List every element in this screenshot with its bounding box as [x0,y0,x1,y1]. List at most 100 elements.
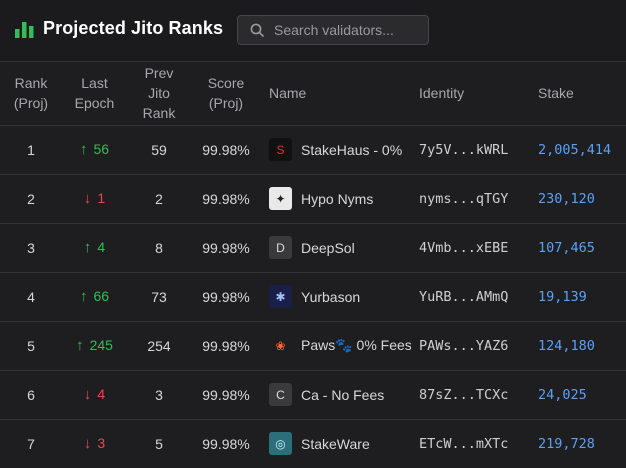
rank-cell: 4 [0,272,62,322]
prev-rank-cell: 2 [127,174,191,224]
arrow-up-icon: ↑ [79,141,88,158]
name-cell[interactable]: S StakeHaus - 0% [261,125,411,175]
stake-cell: 24,025 [531,370,626,420]
header-line: Prev [144,65,174,82]
arrow-down-icon: ↓ [83,435,92,452]
prev-rank-cell: 59 [127,125,191,175]
rank-change-value: 4 [97,239,106,255]
score-cell: 99.98% [191,321,261,371]
column-header-identity[interactable]: Identity [411,62,531,126]
search-icon [250,23,264,37]
header-line: Epoch [74,95,115,112]
validator-name: Yurbason [301,288,361,305]
bar-chart-icon [15,22,34,38]
score-cell: 99.98% [191,419,261,468]
prev-rank-cell: 8 [127,223,191,273]
header-line: Score [207,75,245,92]
identity-cell[interactable]: PAWs...YAZ6 [411,321,531,371]
last-epoch-cell: ↓ 1 [62,174,127,224]
stake-cell: 124,180 [531,321,626,371]
table-row[interactable]: 5 ↑ 245 254 99.98% ❀ Paws🐾 0% Fees PAWs...YAZ6 1… [0,321,626,371]
table-row[interactable]: 3 ↑ 4 8 99.98% D DeepSol 4Vmb...xEBE 107,465 [0,223,626,273]
score-cell: 99.98% [191,125,261,175]
rank-cell: 2 [0,174,62,224]
arrow-down-icon: ↓ [83,386,92,403]
name-cell[interactable]: ✦ Hypo Nyms [261,174,411,224]
rank-change-value: 245 [89,337,113,353]
stake-cell: 19,139 [531,272,626,322]
rank-cell: 1 [0,125,62,175]
page-title: Projected Jito Ranks [43,18,224,38]
table-row[interactable]: 2 ↓ 1 2 99.98% ✦ Hypo Nyms nyms...qTGY 230,120 [0,174,626,224]
stake-cell: 2,005,414 [531,125,626,175]
validator-name: StakeHaus - 0% [301,141,403,158]
last-epoch-cell: ↑ 4 [62,223,127,273]
column-header-stake[interactable]: Stake [531,62,626,126]
search-input[interactable] [274,20,422,40]
last-epoch-cell: ↑ 245 [62,321,127,371]
arrow-up-icon: ↑ [76,337,84,354]
header-line: (Proj) [208,95,244,112]
validator-avatar-icon: ❀ [269,334,292,357]
table-row[interactable]: 4 ↑ 66 73 99.98% ✱ Yurbason YuRB...AMmQ 19,139 [0,272,626,322]
header-line: Rank [14,75,48,92]
rank-cell: 7 [0,419,62,468]
column-header-prev-jito-rank[interactable]: Prev Jito Rank [127,62,191,126]
rank-change-value: 3 [97,435,106,451]
arrow-up-icon: ↑ [83,239,92,256]
column-header-last-epoch[interactable]: Last Epoch [62,62,127,126]
identity-cell[interactable]: 4Vmb...xEBE [411,223,531,273]
name-cell[interactable]: ✱ Yurbason [261,272,411,322]
table-row[interactable]: 7 ↓ 3 5 99.98% ◎ StakeWare ETcW...mXTc 219,728 [0,419,626,468]
validator-avatar-icon: ✱ [269,285,292,308]
last-epoch-cell: ↑ 56 [62,125,127,175]
column-header-name[interactable]: Name [261,62,411,126]
identity-cell[interactable]: 87sZ...TCXc [411,370,531,420]
column-header-rank[interactable]: Rank (Proj) [0,62,62,126]
header-line: Last [81,75,108,92]
prev-rank-cell: 254 [127,321,191,371]
score-cell: 99.98% [191,370,261,420]
arrow-down-icon: ↓ [83,190,92,207]
name-cell[interactable]: C Ca - No Fees [261,370,411,420]
prev-rank-cell: 5 [127,419,191,468]
name-cell[interactable]: D DeepSol [261,223,411,273]
validator-avatar-icon: ✦ [269,187,292,210]
rank-change-value: 1 [97,190,106,206]
ranks-table-container: Rank (Proj) Last Epoch Prev Jito Rank Sc… [0,61,626,468]
column-header-score[interactable]: Score (Proj) [191,62,261,126]
name-cell[interactable]: ◎ StakeWare [261,419,411,468]
rank-change-value: 4 [97,386,106,402]
score-cell: 99.98% [191,174,261,224]
rank-change-value: 56 [93,141,110,157]
validator-avatar-icon: S [269,138,292,161]
rank-change-value: 66 [93,288,110,304]
page-header: Projected Jito Ranks [0,0,626,61]
identity-cell[interactable]: ETcW...mXTc [411,419,531,468]
validator-name: Ca - No Fees [301,386,385,403]
stake-cell: 219,728 [531,419,626,468]
identity-cell[interactable]: YuRB...AMmQ [411,272,531,322]
header-line: Jito [148,85,170,102]
table-header-row: Rank (Proj) Last Epoch Prev Jito Rank Sc… [0,62,626,126]
header-line: Rank [142,105,176,122]
validator-name: Hypo Nyms [301,190,374,207]
prev-rank-cell: 3 [127,370,191,420]
table-row[interactable]: 6 ↓ 4 3 99.98% C Ca - No Fees 87sZ...TCXc 24,025 [0,370,626,420]
stake-cell: 230,120 [531,174,626,224]
ranks-table: Rank (Proj) Last Epoch Prev Jito Rank Sc… [0,62,626,468]
validator-name: StakeWare [301,435,370,452]
identity-cell[interactable]: 7y5V...kWRL [411,125,531,175]
identity-cell[interactable]: nyms...qTGY [411,174,531,224]
rank-cell: 3 [0,223,62,273]
last-epoch-cell: ↑ 66 [62,272,127,322]
rank-cell: 5 [0,321,62,371]
validator-name: Paws🐾 0% Fees [301,337,411,353]
prev-rank-cell: 73 [127,272,191,322]
score-cell: 99.98% [191,223,261,273]
table-row[interactable]: 1 ↑ 56 59 99.98% S StakeHaus - 0% 7y5V...kWRL 2,… [0,125,626,175]
name-cell[interactable]: ❀ Paws🐾 0% Fees [261,321,411,371]
search-box[interactable] [237,15,429,45]
last-epoch-cell: ↓ 3 [62,419,127,468]
validator-name: DeepSol [301,239,355,256]
